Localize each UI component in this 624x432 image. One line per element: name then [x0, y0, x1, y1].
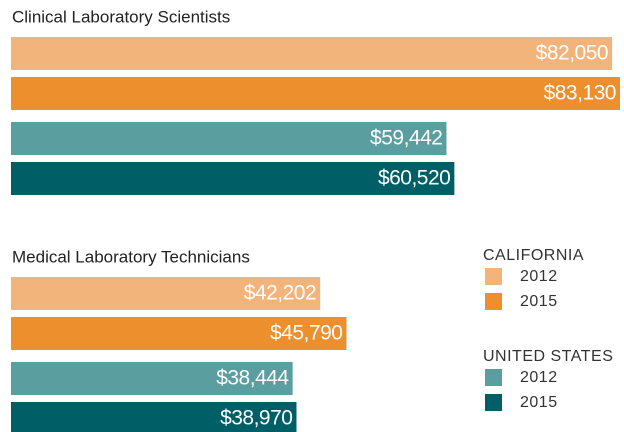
legend-swatch — [485, 394, 502, 411]
legend-title: UNITED STATES — [483, 348, 613, 365]
bar — [11, 162, 455, 195]
legend-label: 2015 — [520, 394, 558, 411]
bar — [11, 277, 321, 310]
value-label: $59,442 — [370, 127, 442, 150]
value-label: $82,050 — [536, 42, 608, 65]
bar — [11, 402, 297, 432]
bar — [11, 122, 447, 155]
value-label: $38,970 — [220, 407, 292, 430]
bar — [11, 362, 293, 395]
legend-label: 2012 — [520, 268, 558, 285]
bar — [11, 37, 613, 70]
value-label: $83,130 — [544, 82, 616, 105]
chart-title: Clinical Laboratory Scientists — [12, 7, 230, 26]
value-label: $45,790 — [270, 322, 342, 345]
chart-title: Medical Laboratory Technicians — [12, 247, 250, 266]
legend-label: 2012 — [520, 369, 558, 386]
value-label: $38,444 — [216, 367, 289, 390]
value-label: $60,520 — [378, 167, 450, 190]
bar — [11, 317, 347, 350]
legend-title: CALIFORNIA — [483, 247, 584, 264]
legend-swatch — [485, 293, 502, 310]
legend-swatch — [485, 268, 502, 285]
legend-label: 2015 — [520, 293, 558, 310]
bar — [11, 77, 620, 110]
value-label: $42,202 — [244, 282, 316, 305]
legend-swatch — [485, 369, 502, 386]
